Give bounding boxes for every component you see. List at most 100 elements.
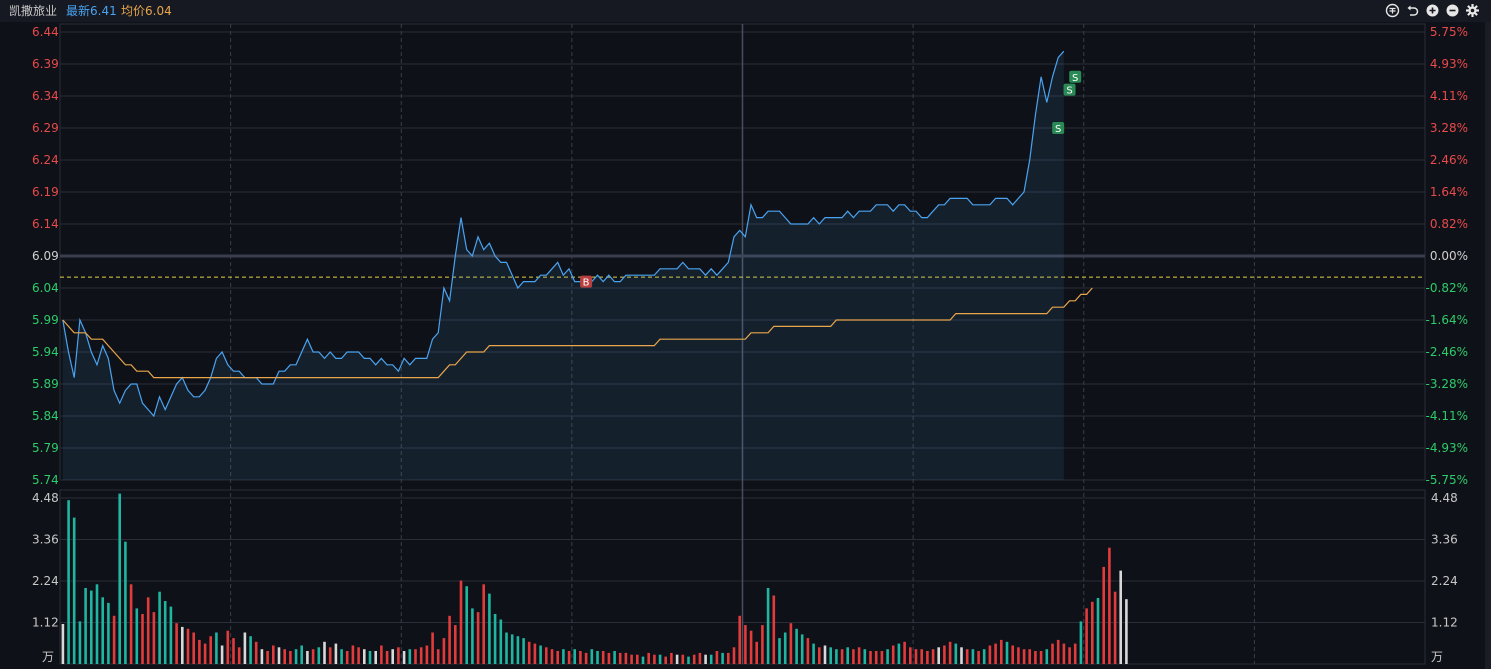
volume-bar [1096,598,1100,664]
grid-lines [59,23,1426,665]
volume-bar [243,632,247,664]
volume-bar [829,647,832,664]
sell-marker[interactable]: S [1063,83,1076,97]
volume-bar [698,652,702,664]
scale-icon[interactable] [1385,3,1400,18]
volume-bar [988,645,992,664]
percent-tick-label: -4.93% [1426,441,1468,455]
volume-bar [374,651,377,664]
volume-bar [744,625,747,664]
volume-bar [687,656,690,664]
volume-tick-label: 2.24 [32,574,59,588]
volume-bar [681,654,685,664]
volume-bar [510,634,514,664]
volume-bar [550,649,554,664]
volume-bar [943,645,946,664]
zoom-out-icon[interactable] [1445,3,1460,18]
volume-bar [806,638,810,664]
volume-bar [1085,608,1088,664]
settings-icon[interactable] [1465,3,1480,18]
volume-bar [926,651,929,664]
volume-bar [385,651,389,664]
avg-price-line [62,287,1093,379]
volume-bar [95,584,99,664]
volume-bar [1108,547,1111,664]
volume-tick-label: 4.48 [32,491,59,505]
price-tick-label: 6.29 [32,121,59,135]
volume-bar [778,638,781,664]
marker-badge [1052,122,1065,134]
avg-value: 6.04 [145,4,172,18]
buy-marker[interactable]: B [580,275,593,289]
price-tick-label: 6.14 [32,217,59,231]
volume-bar [334,643,338,664]
volume-bar [351,645,355,664]
percent-tick-label: 3.28% [1430,121,1468,135]
volume-bar [283,649,286,664]
volume-bar [545,647,548,664]
volume-bar [1039,651,1043,664]
volume-bar [1045,649,1049,664]
volume-bar [272,645,275,664]
volume-bar [1000,639,1003,664]
volume-bar [61,624,65,664]
price-tick-label: 5.74 [32,473,59,487]
volume-bar [112,615,116,664]
volume-bar [516,636,520,664]
volume-bar [402,651,406,664]
volume-bar [795,628,798,664]
volume-bar [783,632,787,664]
volume-bar [391,649,394,664]
sell-marker[interactable]: S [1069,70,1082,84]
marker-label: S [1055,124,1061,135]
volume-bar [886,649,889,664]
volume-bar [965,649,969,664]
price-tick-label: 6.39 [32,57,59,71]
volume-bar [647,652,650,664]
percent-tick-label: 5.75% [1430,25,1468,39]
sell-marker[interactable]: S [1052,122,1065,135]
side-panel-edge [1485,22,1491,669]
volume-bar [567,651,571,664]
volume-bar [607,652,611,664]
volume-bar [141,614,144,664]
undo-icon[interactable] [1405,3,1420,18]
volume-bar [1017,647,1020,664]
volume-bar [948,641,952,664]
volume-bar [328,647,332,664]
volume-bar [198,639,201,664]
volume-bar [1125,599,1128,664]
volume-bar [300,645,303,664]
marker-badge [580,275,593,288]
volume-bar [641,656,645,664]
volume-bar [107,602,110,664]
volume-bar [601,651,605,664]
volume-bar [1073,643,1077,664]
volume-bar [118,493,121,664]
volume-bar [1091,601,1094,665]
percent-tick-label: -4.11% [1426,409,1468,423]
volume-bar [1102,566,1105,664]
zoom-in-icon[interactable] [1425,3,1440,18]
volume-bar [579,651,582,664]
volume-bar [840,649,844,664]
price-tick-label: 6.24 [32,153,59,167]
volume-bar [692,654,696,664]
volume-tick-label: 4.48 [1431,491,1458,505]
axis-labels: 6.44 5.75% 6.39 4.93% 6.34 4.11% 6.29 3.28% 6.24… [32,25,1468,664]
volume-bar [488,593,491,664]
volume-bar [78,621,82,664]
volume-bar [869,651,872,664]
volume-bar [152,612,156,664]
volume-bar [425,645,429,664]
volume-bar [67,500,70,664]
volume-bar [977,651,980,664]
volume-bar [584,652,588,664]
volume-bar [363,649,366,664]
volume-bar [254,641,258,664]
volume-bar [448,615,451,664]
volume-bar [874,651,878,664]
volume-bar [436,649,440,664]
